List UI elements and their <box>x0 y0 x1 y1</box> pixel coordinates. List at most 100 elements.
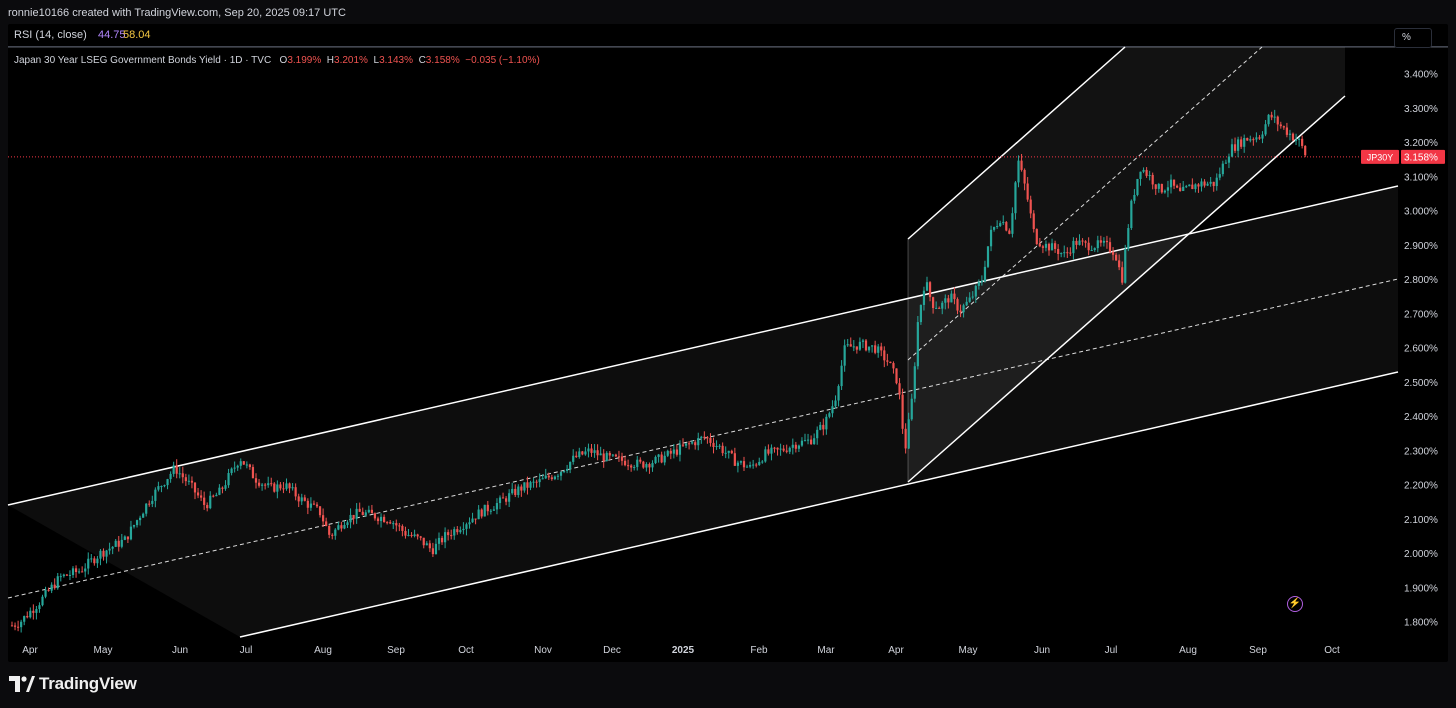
candle-body <box>925 282 929 291</box>
candle-body <box>41 596 44 606</box>
candle-body <box>206 504 209 509</box>
candle-body <box>758 461 761 465</box>
candle-body <box>218 487 221 495</box>
y-tick-label: 3.300% <box>1404 104 1438 115</box>
candle-body <box>398 525 401 527</box>
price-tag-bg <box>1401 149 1445 164</box>
candle-body <box>562 470 566 473</box>
candle-body <box>825 416 828 430</box>
candle-body <box>135 520 139 526</box>
candle-body <box>196 492 200 496</box>
chart-panel[interactable]: RSI (14, close) 44.75 58.04 <box>8 24 1448 662</box>
candle-body <box>1072 240 1075 254</box>
candle-body <box>1005 222 1008 231</box>
candle-body <box>1270 114 1273 118</box>
candle-body <box>578 451 581 458</box>
candle-body <box>187 480 190 482</box>
x-tick-label: Jul <box>1105 645 1118 656</box>
price-chart[interactable]: 3.400% 3.300% 3.200% 3.100% 3.000% 2.900% 2.80… <box>0 0 1456 662</box>
candle-body <box>1087 242 1090 251</box>
candle-body <box>1172 179 1176 186</box>
candle-body <box>111 546 114 549</box>
candle-body <box>1020 160 1023 170</box>
lightning-icon[interactable]: ⚡ <box>1287 596 1303 612</box>
candle-body <box>617 456 621 458</box>
ticker-tag-bg <box>1361 149 1399 164</box>
candle-body <box>401 526 404 531</box>
candle-body <box>651 463 654 468</box>
candle-body <box>434 543 438 555</box>
high-value: 3.201% <box>334 55 368 66</box>
candle-body <box>346 522 349 525</box>
candle-body <box>1032 213 1035 230</box>
candle-body <box>794 444 797 449</box>
candle-body <box>1002 222 1005 224</box>
candle-body <box>1291 133 1295 141</box>
candle-body <box>444 532 447 543</box>
candle-body <box>532 481 535 483</box>
tradingview-logo-icon[interactable] <box>9 676 35 694</box>
candle-body <box>523 482 526 491</box>
candle-body <box>666 450 669 456</box>
candle-body <box>1246 138 1249 141</box>
candle-body <box>681 444 685 446</box>
candle-body <box>788 447 791 452</box>
y-tick-label: 2.800% <box>1404 275 1438 286</box>
candle-body <box>1294 139 1298 141</box>
candle-body <box>1243 138 1246 147</box>
candle-body <box>239 461 242 466</box>
candle-body <box>148 503 151 505</box>
short-channel-mid-line <box>907 46 1263 361</box>
candle-body <box>1203 181 1206 186</box>
percent-scale-button[interactable]: % <box>1394 28 1432 48</box>
candle-body <box>74 568 78 573</box>
candle-body <box>334 529 337 536</box>
candle-body <box>1115 254 1118 261</box>
y-tick-label: 2.000% <box>1404 549 1438 560</box>
candle-body <box>508 493 511 502</box>
candle-body <box>575 455 578 458</box>
y-tick-label: 2.600% <box>1404 344 1438 355</box>
candle-body <box>392 523 395 525</box>
candle-body <box>93 558 96 564</box>
candle-body <box>627 465 630 467</box>
candle-body <box>10 625 14 627</box>
candle-body <box>590 448 593 453</box>
candle-body <box>315 504 319 507</box>
candle-body <box>761 461 764 463</box>
candle-body <box>724 452 727 454</box>
candle-body <box>1249 139 1252 141</box>
candle-body <box>718 445 721 447</box>
candle-body <box>1096 240 1099 249</box>
candle-body <box>312 503 316 505</box>
candle-body <box>660 454 663 463</box>
candle-body <box>678 444 682 455</box>
price-tag-value: 3.158% <box>1404 152 1438 163</box>
candle-body <box>819 424 822 430</box>
candle-body <box>611 454 614 456</box>
x-tick-label: Feb <box>750 645 768 656</box>
candle-body <box>309 503 312 508</box>
candle-body <box>361 511 364 515</box>
candle-body <box>84 568 87 572</box>
candle-body <box>864 340 868 351</box>
candle-body <box>99 550 102 559</box>
candle-body <box>489 510 492 512</box>
candle-body <box>886 360 889 362</box>
tradingview-brand[interactable]: TradingView <box>39 674 137 693</box>
candle-body <box>889 361 892 364</box>
candle-body <box>556 475 560 477</box>
candle-body <box>282 488 285 490</box>
candle-body <box>559 472 563 476</box>
candle-body <box>142 513 145 518</box>
candle-body <box>526 482 529 488</box>
candle-body <box>285 483 288 489</box>
candle-body <box>1227 156 1231 163</box>
candle-body <box>471 518 474 523</box>
candle-body <box>1267 114 1270 125</box>
candle-body <box>233 467 236 469</box>
candle-body <box>1197 184 1200 187</box>
rsi-value-1: 44.75 <box>98 29 126 41</box>
x-tick-label: Aug <box>314 645 332 656</box>
candle-body <box>834 400 837 407</box>
